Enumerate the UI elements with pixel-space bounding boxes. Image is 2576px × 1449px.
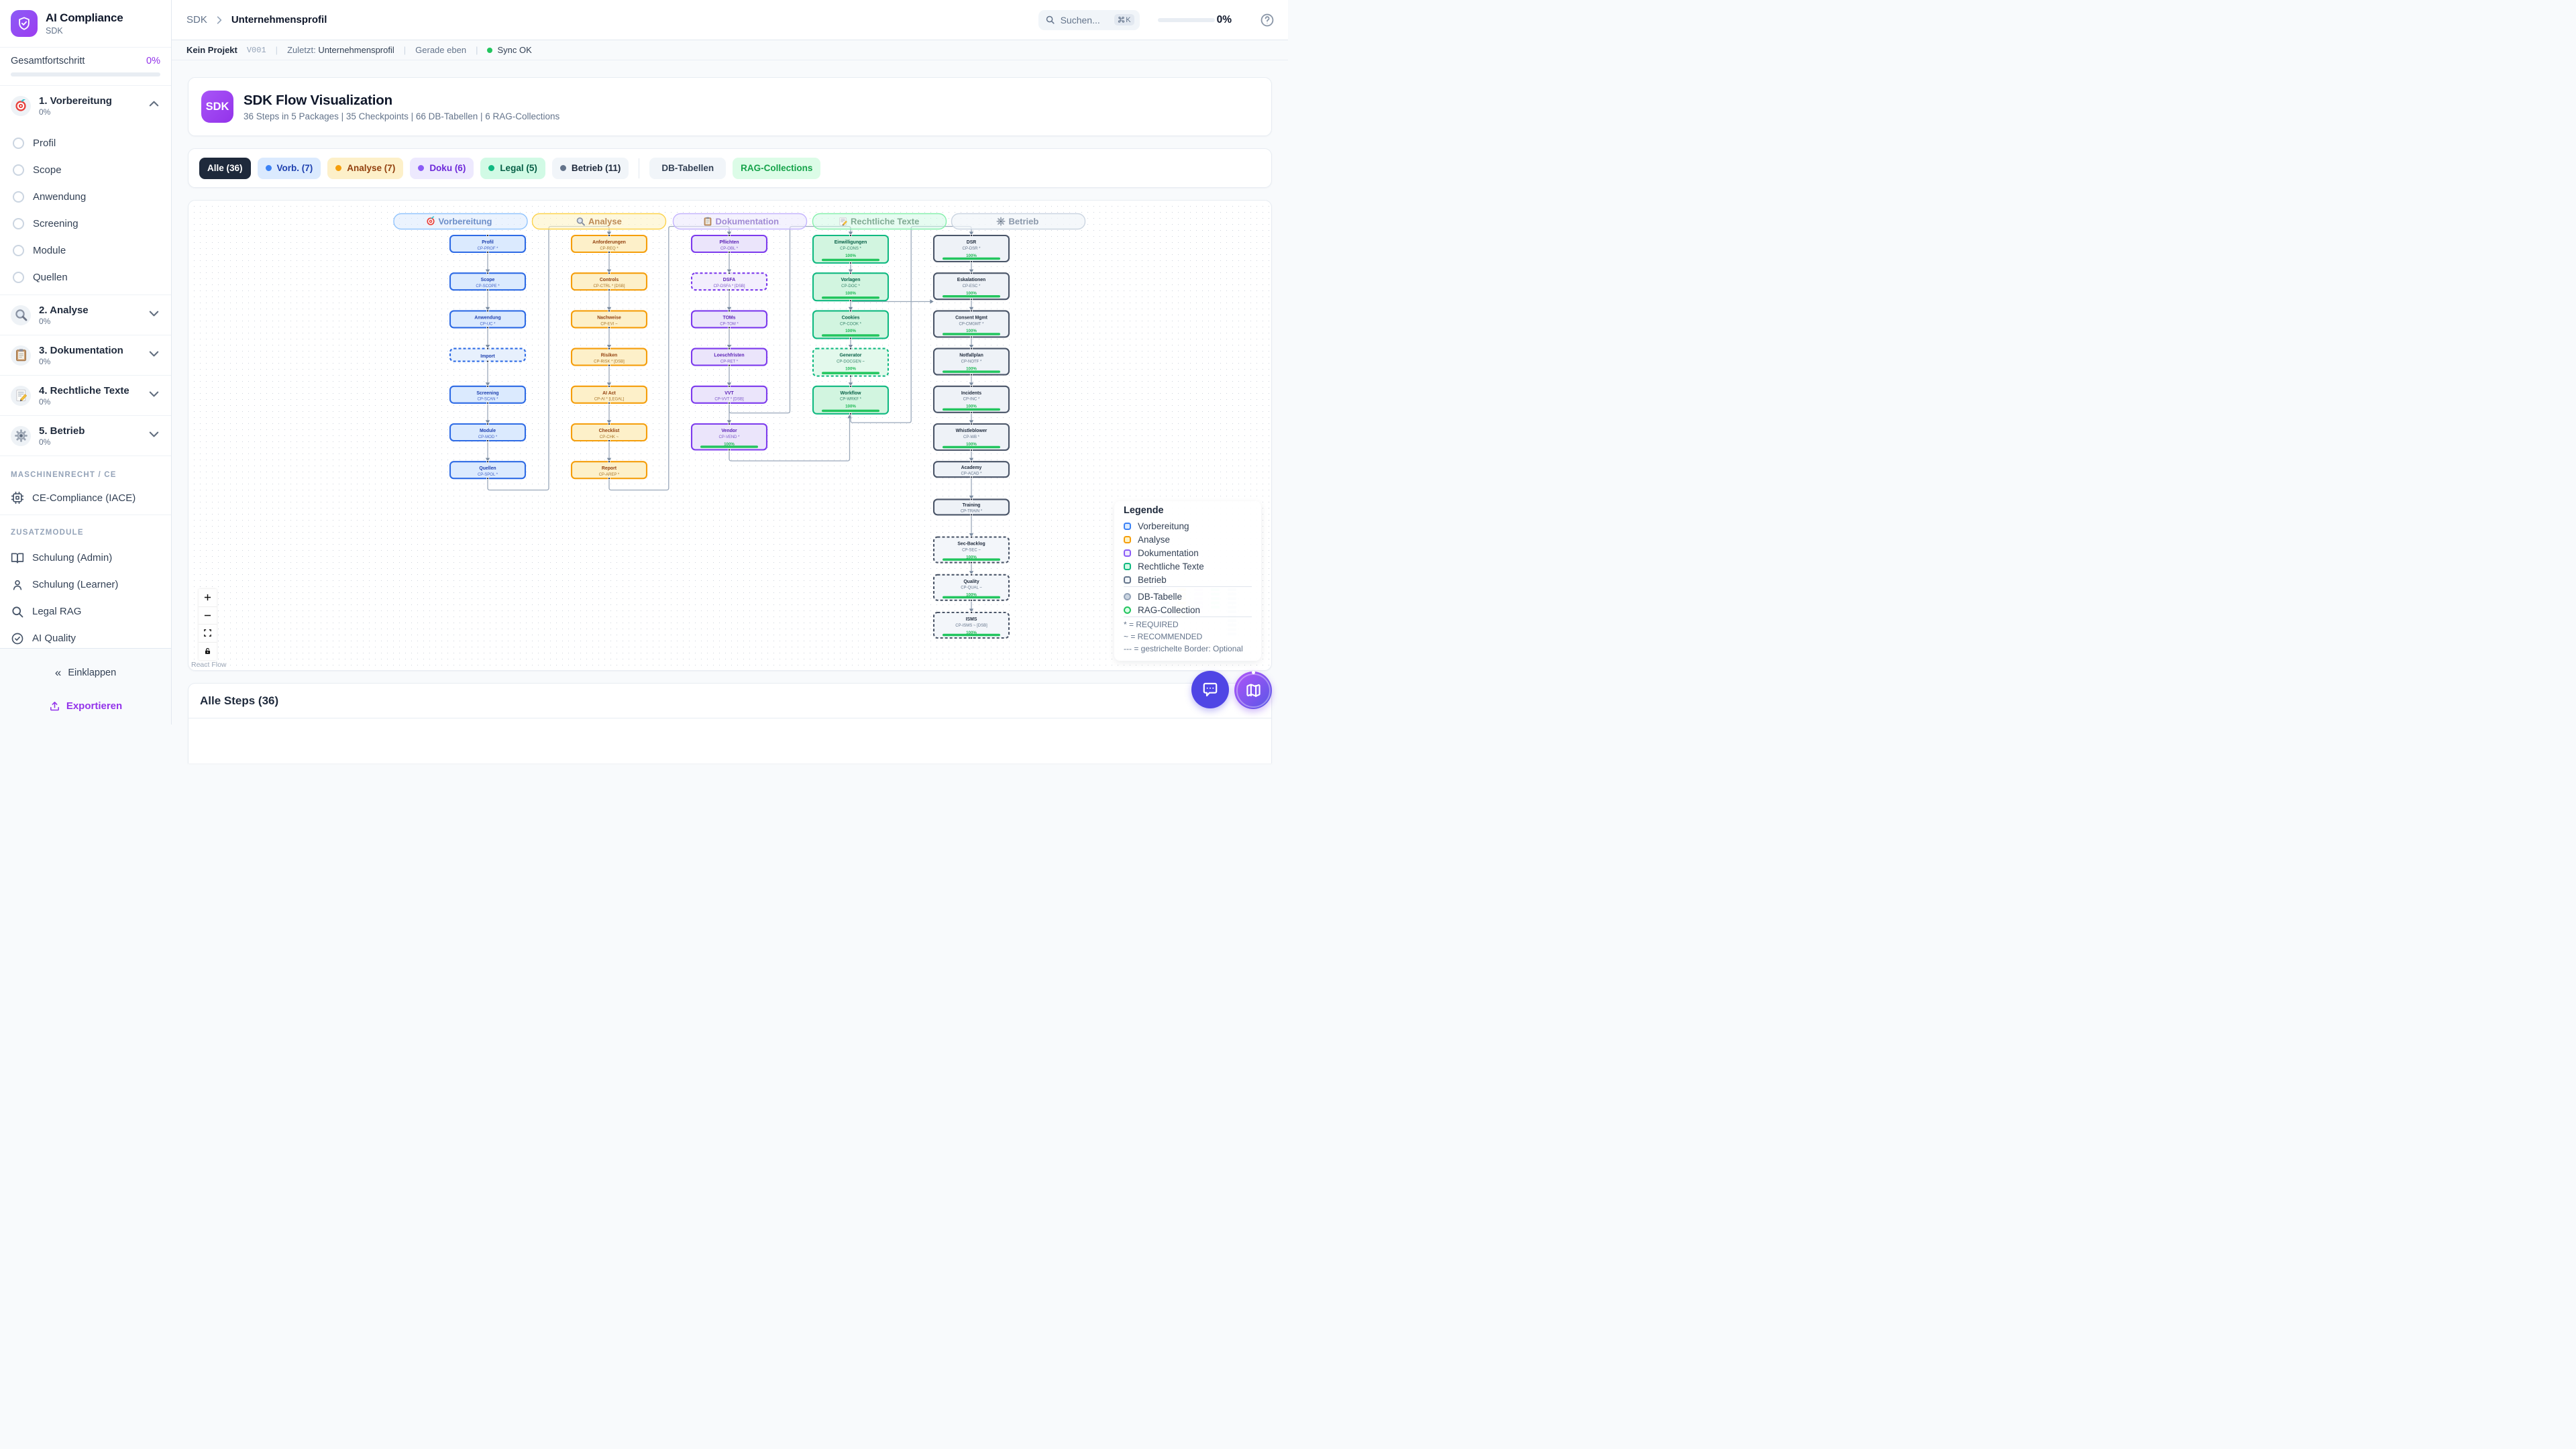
svg-text:Workflow: Workflow [841, 391, 862, 396]
svg-text:CP-VEND *: CP-VEND * [718, 435, 740, 439]
svg-text:CP-CONS *: CP-CONS * [840, 247, 861, 251]
svg-text:CP-QUAL ~: CP-QUAL ~ [961, 586, 982, 590]
svg-text:Profil: Profil [482, 240, 494, 245]
svg-text:Loeschfristen: Loeschfristen [714, 354, 744, 358]
svg-text:CP-RET *: CP-RET * [720, 360, 739, 364]
svg-text:100%: 100% [845, 329, 856, 333]
svg-text:Controls: Controls [600, 278, 619, 282]
svg-text:Rechtliche Texte: Rechtliche Texte [851, 217, 919, 227]
svg-text:Analyse: Analyse [588, 217, 622, 227]
svg-text:100%: 100% [966, 631, 977, 635]
svg-text:CP-VVT * [DSB]: CP-VVT * [DSB] [714, 398, 744, 402]
svg-text:CP-INC *: CP-INC * [963, 398, 980, 402]
svg-text:CP-MOD *: CP-MOD * [478, 435, 498, 439]
svg-text:DSR: DSR [967, 240, 977, 245]
svg-text:Scope: Scope [481, 278, 495, 282]
svg-text:CP-WB *: CP-WB * [963, 435, 980, 439]
svg-text:100%: 100% [845, 405, 856, 409]
svg-text:Anforderungen: Anforderungen [592, 240, 626, 245]
svg-text:CP-TOM *: CP-TOM * [720, 322, 739, 326]
svg-text:Pflichten: Pflichten [719, 240, 739, 245]
svg-text:Module: Module [480, 429, 496, 433]
svg-text:CP-RISK * [DSB]: CP-RISK * [DSB] [594, 360, 625, 364]
svg-text:Import: Import [480, 354, 495, 359]
svg-text:VVT: VVT [724, 391, 734, 396]
svg-text:CP-OBL *: CP-OBL * [720, 247, 739, 251]
svg-text:100%: 100% [845, 291, 856, 296]
svg-text:Vorbereitung: Vorbereitung [439, 217, 492, 227]
svg-text:100%: 100% [724, 442, 735, 447]
svg-text:CP-SCOPE *: CP-SCOPE * [476, 284, 500, 288]
svg-text:ISMS: ISMS [966, 617, 977, 622]
svg-text:CP-REQ *: CP-REQ * [600, 247, 619, 251]
svg-text:Einwilligungen: Einwilligungen [835, 240, 867, 245]
svg-text:AI Act: AI Act [602, 391, 616, 396]
svg-text:Notfallplan: Notfallplan [959, 354, 983, 358]
svg-text:100%: 100% [966, 329, 977, 333]
svg-text:100%: 100% [966, 291, 977, 296]
svg-text:CP-ISMS ~ [DSB]: CP-ISMS ~ [DSB] [955, 624, 987, 628]
svg-text:Incidents: Incidents [961, 391, 981, 396]
svg-text:CP-DSR *: CP-DSR * [962, 247, 981, 251]
svg-text:Screening: Screening [476, 391, 498, 396]
svg-text:Whistleblower: Whistleblower [956, 429, 987, 433]
svg-text:CP-DOCGEN ~: CP-DOCGEN ~ [837, 360, 865, 364]
svg-text:TOMs: TOMs [722, 315, 735, 320]
svg-text:CP-PROF *: CP-PROF * [477, 247, 498, 251]
svg-text:Academy: Academy [961, 466, 982, 470]
svg-text:100%: 100% [966, 555, 977, 559]
svg-text:CP-CTRL * [DSB]: CP-CTRL * [DSB] [593, 284, 625, 288]
svg-text:Report: Report [602, 466, 617, 471]
svg-text:CP-DOC *: CP-DOC * [841, 284, 860, 288]
svg-text:CP-TRAIN *: CP-TRAIN * [961, 510, 983, 514]
svg-text:CP-SCAN *: CP-SCAN * [477, 398, 498, 402]
svg-text:100%: 100% [966, 254, 977, 258]
svg-text:CP-AI * [LEGAL]: CP-AI * [LEGAL] [594, 398, 625, 402]
svg-text:CP-WRKF *: CP-WRKF * [840, 398, 862, 402]
svg-text:Dokumentation: Dokumentation [716, 217, 780, 227]
svg-text:Anwendung: Anwendung [474, 315, 500, 320]
svg-text:Nachweise: Nachweise [597, 315, 621, 320]
svg-text:100%: 100% [845, 254, 856, 258]
svg-text:Risiken: Risiken [601, 354, 618, 358]
svg-text:Training: Training [963, 503, 981, 508]
svg-text:Checklist: Checklist [599, 429, 620, 433]
svg-text:100%: 100% [966, 366, 977, 371]
svg-text:Cookies: Cookies [842, 315, 860, 320]
svg-text:CP-SEC ~: CP-SEC ~ [962, 549, 981, 553]
svg-text:DSFA: DSFA [723, 278, 735, 282]
svg-text:Consent Mgmt: Consent Mgmt [955, 315, 988, 320]
svg-text:CP-ESC *: CP-ESC * [963, 284, 981, 288]
svg-text:CP-COOK *: CP-COOK * [840, 322, 862, 326]
svg-text:Vorlagen: Vorlagen [841, 278, 861, 282]
svg-text:CP-EVI ~: CP-EVI ~ [600, 322, 618, 326]
svg-text:100%: 100% [845, 366, 856, 371]
svg-text:Betrieb: Betrieb [1009, 217, 1039, 227]
svg-text:CP-UC *: CP-UC * [480, 322, 496, 326]
svg-text:CP-CHK ~: CP-CHK ~ [600, 435, 619, 439]
svg-text:CP-ACAD *: CP-ACAD * [961, 472, 982, 476]
svg-text:Generator: Generator [840, 354, 862, 358]
svg-text:Sec-Backlog: Sec-Backlog [957, 542, 985, 547]
svg-text:CP-CMGMT *: CP-CMGMT * [959, 322, 985, 326]
svg-text:Vendor: Vendor [721, 429, 737, 433]
svg-text:CP-NOTF *: CP-NOTF * [961, 360, 982, 364]
svg-text:CP-AREP *: CP-AREP * [599, 473, 620, 477]
svg-text:CP-SPOL *: CP-SPOL * [478, 473, 498, 477]
svg-text:Quality: Quality [963, 580, 979, 584]
svg-text:100%: 100% [966, 405, 977, 409]
svg-text:Eskalationen: Eskalationen [957, 278, 986, 282]
svg-text:Quellen: Quellen [479, 466, 496, 471]
svg-text:CP-DSFA * [DSB]: CP-DSFA * [DSB] [713, 284, 745, 288]
svg-text:100%: 100% [966, 593, 977, 598]
svg-text:100%: 100% [966, 442, 977, 447]
